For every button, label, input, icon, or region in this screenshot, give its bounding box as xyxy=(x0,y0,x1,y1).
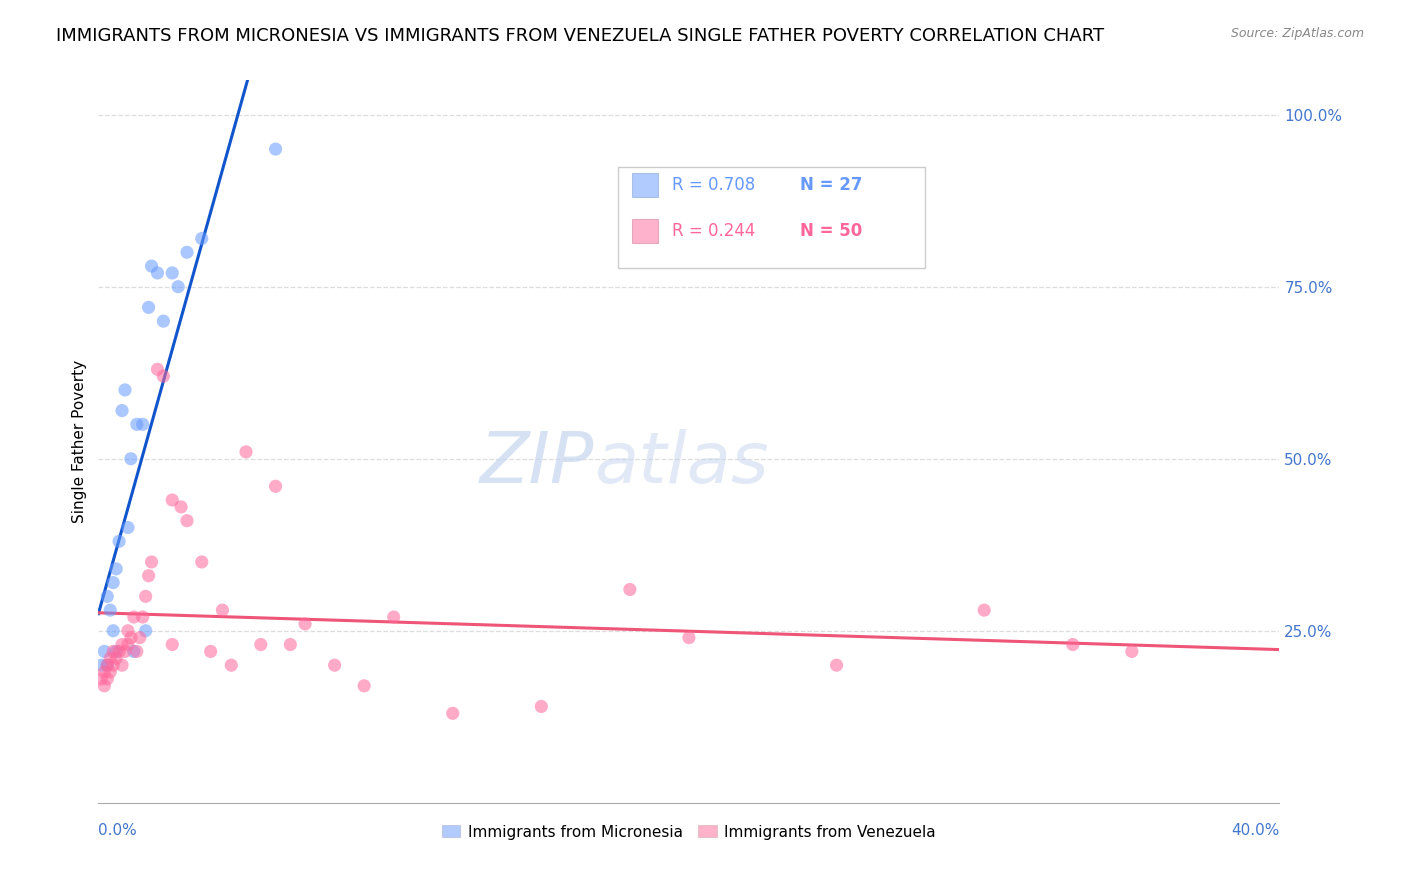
Point xyxy=(294,616,316,631)
Point xyxy=(122,644,145,658)
Point xyxy=(96,658,118,673)
Point xyxy=(96,590,118,604)
Point xyxy=(191,231,214,245)
Point xyxy=(108,534,131,549)
Point xyxy=(135,590,157,604)
Point xyxy=(93,679,115,693)
Point xyxy=(111,403,134,417)
Point xyxy=(114,383,136,397)
Point xyxy=(93,644,115,658)
Point xyxy=(98,665,121,679)
Point xyxy=(141,555,163,569)
Point xyxy=(176,245,198,260)
Point xyxy=(221,658,243,673)
Point xyxy=(141,259,163,273)
Point xyxy=(162,266,183,280)
Point xyxy=(152,314,174,328)
FancyBboxPatch shape xyxy=(633,173,658,197)
Point xyxy=(619,582,641,597)
Point xyxy=(678,631,700,645)
Point xyxy=(1062,638,1084,652)
Point xyxy=(973,603,995,617)
Point xyxy=(120,451,142,466)
Point xyxy=(117,520,139,534)
Point xyxy=(117,624,139,638)
Point xyxy=(105,651,128,665)
Point xyxy=(120,631,142,645)
Point xyxy=(93,665,115,679)
Point xyxy=(96,672,118,686)
Point xyxy=(105,644,128,658)
FancyBboxPatch shape xyxy=(633,219,658,243)
Point xyxy=(122,610,145,624)
Point xyxy=(108,644,131,658)
Point xyxy=(132,610,155,624)
Text: R = 0.708: R = 0.708 xyxy=(672,177,755,194)
Point xyxy=(132,417,155,432)
Point xyxy=(200,644,222,658)
Point xyxy=(264,142,287,156)
Text: IMMIGRANTS FROM MICRONESIA VS IMMIGRANTS FROM VENEZUELA SINGLE FATHER POVERTY CO: IMMIGRANTS FROM MICRONESIA VS IMMIGRANTS… xyxy=(56,27,1104,45)
Point xyxy=(125,644,148,658)
Point xyxy=(167,279,190,293)
Point xyxy=(191,555,214,569)
Point xyxy=(530,699,553,714)
Point xyxy=(162,638,183,652)
Point xyxy=(128,631,150,645)
Point xyxy=(114,644,136,658)
Point xyxy=(103,644,125,658)
Text: 40.0%: 40.0% xyxy=(1232,823,1279,838)
Y-axis label: Single Father Poverty: Single Father Poverty xyxy=(72,360,87,523)
Point xyxy=(90,658,112,673)
Point xyxy=(1121,644,1143,658)
Point xyxy=(382,610,405,624)
FancyBboxPatch shape xyxy=(619,167,925,268)
Point xyxy=(138,301,160,315)
Point xyxy=(96,658,118,673)
Point xyxy=(264,479,287,493)
Text: N = 27: N = 27 xyxy=(800,177,862,194)
Legend: Immigrants from Micronesia, Immigrants from Venezuela: Immigrants from Micronesia, Immigrants f… xyxy=(436,819,942,846)
Point xyxy=(98,603,121,617)
Point xyxy=(103,658,125,673)
Point xyxy=(353,679,375,693)
Text: ZIP: ZIP xyxy=(479,429,595,498)
Point xyxy=(146,266,169,280)
Point xyxy=(211,603,233,617)
Point xyxy=(138,568,160,582)
Point xyxy=(103,624,125,638)
Point xyxy=(117,638,139,652)
Point xyxy=(152,369,174,384)
Point xyxy=(105,562,128,576)
Point xyxy=(135,624,157,638)
Text: atlas: atlas xyxy=(595,429,769,498)
Point xyxy=(98,651,121,665)
Point xyxy=(103,575,125,590)
Point xyxy=(170,500,193,514)
Text: 0.0%: 0.0% xyxy=(98,823,138,838)
Text: N = 50: N = 50 xyxy=(800,222,862,240)
Point xyxy=(111,658,134,673)
Point xyxy=(235,445,257,459)
Point xyxy=(125,417,148,432)
Point xyxy=(441,706,464,721)
Text: R = 0.244: R = 0.244 xyxy=(672,222,756,240)
Point xyxy=(146,362,169,376)
Point xyxy=(90,672,112,686)
Point xyxy=(323,658,346,673)
Text: Source: ZipAtlas.com: Source: ZipAtlas.com xyxy=(1230,27,1364,40)
Point xyxy=(825,658,848,673)
Point xyxy=(162,493,183,508)
Point xyxy=(176,514,198,528)
Point xyxy=(280,638,302,652)
Point xyxy=(250,638,273,652)
Point xyxy=(111,638,134,652)
